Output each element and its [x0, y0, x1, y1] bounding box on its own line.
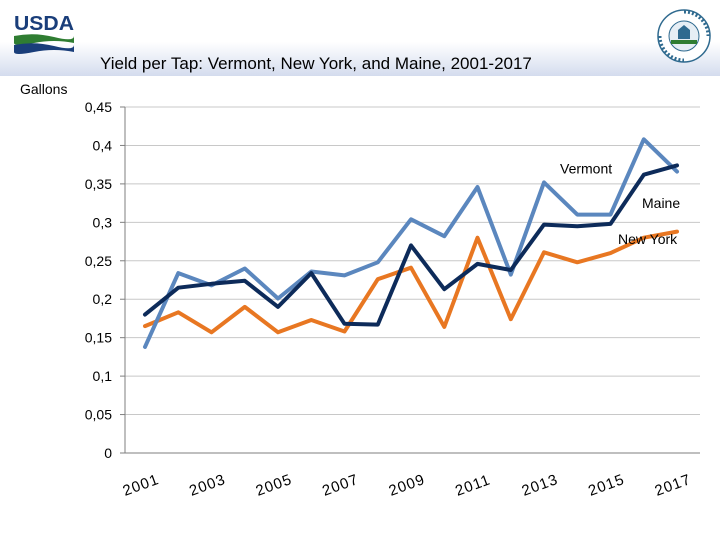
gridlines	[120, 106, 700, 454]
series-lines	[143, 137, 679, 349]
x-tick-label: 2001	[121, 471, 162, 500]
usda-logo-text: USDA	[14, 13, 74, 35]
y-tick-label: 0,3	[93, 214, 113, 230]
x-axis-ticks: 2001 2003 2005 2007 2009 2011 2013 2015 2017	[121, 471, 694, 500]
series-line-vermont	[143, 137, 679, 349]
y-tick-label: 0,45	[85, 99, 112, 115]
x-tick-label: 2011	[453, 471, 493, 499]
series-labels: Vermont Maine New York	[560, 161, 680, 248]
x-tick-label: 2003	[187, 471, 228, 500]
series-line-new-york	[143, 229, 679, 335]
usda-logo: USDA	[14, 13, 74, 54]
y-tick-label: 0,25	[85, 253, 112, 269]
y-axis-ticks: 0 0,05 0,1 0,15 0,2 0,25 0,3 0,35 0,4 0,45	[85, 99, 112, 461]
series-label-maine: Maine	[642, 195, 680, 211]
y-tick-label: 0,15	[85, 330, 112, 346]
x-tick-label: 2015	[586, 471, 627, 500]
series-line-maine	[143, 163, 679, 327]
agriculture-counts-seal	[657, 9, 711, 63]
chart-title: Yield per Tap: Vermont, New York, and Ma…	[100, 54, 532, 73]
y-tick-label: 0,35	[85, 176, 112, 192]
y-tick-label: 0,05	[85, 407, 112, 423]
x-tick-label: 2005	[254, 471, 295, 500]
y-tick-label: 0,1	[93, 368, 113, 384]
x-tick-label: 2017	[653, 471, 694, 500]
y-tick-label: 0,2	[93, 291, 113, 307]
y-tick-label: 0,4	[93, 137, 113, 153]
series-label-new-york: New York	[618, 231, 678, 247]
x-tick-label: 2009	[387, 471, 428, 500]
y-axis-unit-label: Gallons	[20, 81, 68, 97]
series-label-vermont: Vermont	[560, 161, 612, 177]
x-tick-label: 2007	[320, 471, 361, 500]
y-tick-label: 0	[104, 445, 112, 461]
header-band	[0, 0, 720, 76]
x-tick-label: 2013	[520, 471, 561, 500]
